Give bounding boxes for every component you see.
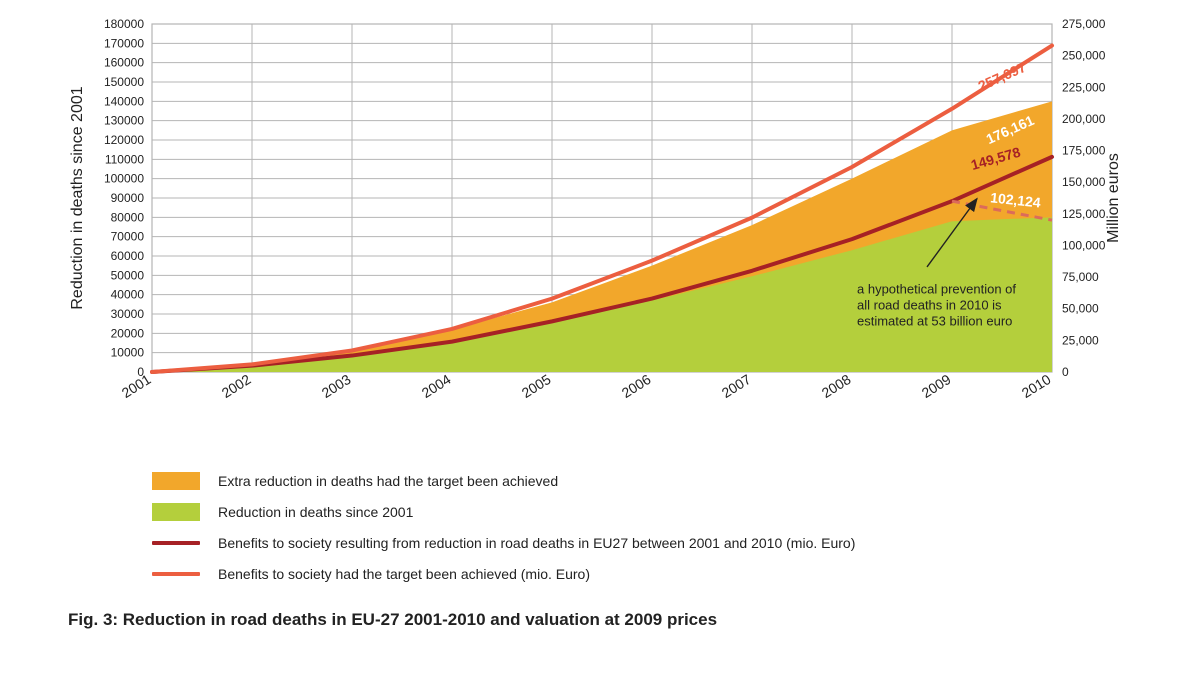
yleft-tick-label: 100000: [104, 172, 144, 186]
yright-tick-label: 75,000: [1062, 270, 1099, 284]
yleft-axis-label: Reduction in deaths since 2001: [69, 86, 86, 309]
yleft-tick-label: 80000: [111, 210, 145, 224]
legend-row: Benefits to society resulting from reduc…: [152, 529, 1132, 557]
legend-label: Extra reduction in deaths had the target…: [218, 467, 558, 495]
legend-swatch: [152, 472, 200, 490]
legend-swatch: [152, 503, 200, 521]
yright-tick-label: 225,000: [1062, 80, 1106, 94]
legend-label: Benefits to society had the target been …: [218, 560, 590, 588]
x-tick-label: 2005: [519, 371, 554, 401]
value-label: 257,697: [976, 59, 1029, 94]
x-tick-label: 2002: [219, 371, 254, 401]
yleft-tick-label: 150000: [104, 75, 144, 89]
legend-label: Benefits to society resulting from reduc…: [218, 529, 855, 557]
yright-tick-label: 50,000: [1062, 302, 1099, 316]
yleft-tick-label: 60000: [111, 249, 145, 263]
yleft-tick-label: 140000: [104, 94, 144, 108]
x-tick-label: 2010: [1019, 371, 1054, 401]
yright-tick-label: 250,000: [1062, 49, 1106, 63]
legend-line-swatch: [152, 572, 200, 576]
x-tick-label: 2009: [919, 371, 954, 401]
yleft-tick-label: 180000: [104, 17, 144, 31]
legend-row: Reduction in deaths since 2001: [152, 498, 1132, 526]
yleft-tick-label: 10000: [111, 346, 145, 360]
yleft-tick-label: 130000: [104, 114, 144, 128]
chart-container: 2001 2002 2003 2004 2005 2006 2007 2008 2009 2010…: [62, 12, 1132, 630]
yleft-tick-label: 70000: [111, 230, 145, 244]
yleft-tick-label: 170000: [104, 36, 144, 50]
yright-tick-label: 100,000: [1062, 238, 1106, 252]
yleft-tick-label: 30000: [111, 307, 145, 321]
yleft-tick-label: 110000: [105, 152, 144, 166]
legend-label: Reduction in deaths since 2001: [218, 498, 413, 526]
yleft-tick-label: 0: [137, 365, 144, 379]
yleft-tick-label: 120000: [104, 133, 144, 147]
yright-axis-label: Million euros: [1105, 153, 1122, 243]
yright-tick-label: 0: [1062, 365, 1069, 379]
yleft-tick-label: 20000: [111, 326, 145, 340]
x-tick-label: 2007: [719, 371, 754, 401]
chart-svg: 2001 2002 2003 2004 2005 2006 2007 2008 2009 2010…: [62, 12, 1132, 442]
x-tick-label: 2004: [419, 371, 454, 401]
legend-line-swatch: [152, 541, 200, 545]
yleft-tick-label: 40000: [111, 288, 145, 302]
yright-tick-label: 275,000: [1062, 17, 1106, 31]
yleft-tick-label: 160000: [104, 56, 144, 70]
yright-tick-label: 125,000: [1062, 207, 1106, 221]
x-tick-label: 2001: [119, 371, 154, 401]
yleft-tick-label: 50000: [111, 268, 145, 282]
yleft-tick-label: 90000: [111, 191, 145, 205]
legend-row: Benefits to society had the target been …: [152, 560, 1132, 588]
x-tick-label: 2006: [619, 371, 654, 401]
x-tick-label: 2003: [319, 371, 354, 401]
yright-tick-label: 25,000: [1062, 333, 1099, 347]
legend-row: Extra reduction in deaths had the target…: [152, 467, 1132, 495]
legend: Extra reduction in deaths had the target…: [152, 467, 1132, 588]
yright-tick-label: 175,000: [1062, 144, 1106, 158]
x-tick-label: 2008: [819, 371, 854, 401]
annotation-text: a hypothetical prevention ofall road dea…: [857, 282, 1016, 329]
yright-tick-label: 200,000: [1062, 112, 1106, 126]
yright-tick-label: 150,000: [1062, 175, 1106, 189]
figure-caption: Fig. 3: Reduction in road deaths in EU-2…: [68, 610, 1132, 630]
